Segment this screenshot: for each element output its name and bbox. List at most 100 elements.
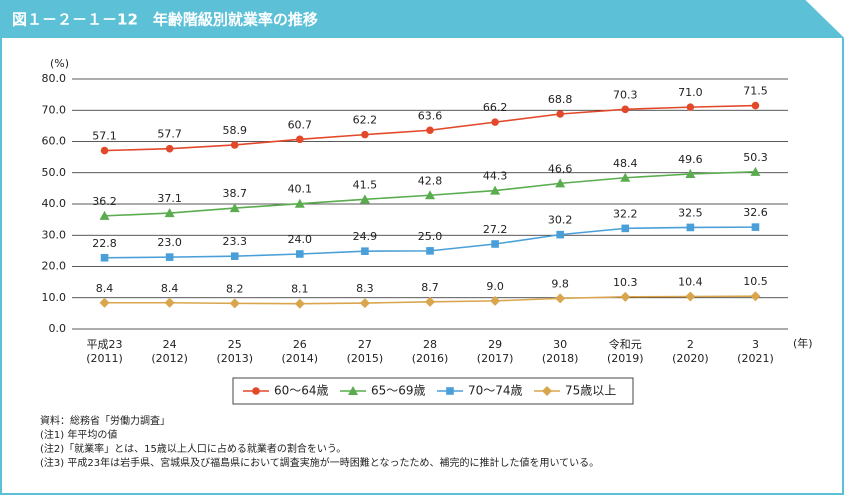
- x-tick-year: (2011): [86, 352, 123, 365]
- data-label: 10.3: [613, 276, 638, 289]
- marker: [100, 146, 109, 155]
- data-label: 8.4: [161, 282, 179, 295]
- marker: [750, 166, 761, 176]
- x-tick-label: 29: [488, 338, 502, 351]
- x-tick-label: 27: [358, 338, 372, 351]
- x-tick-year: (2021): [737, 352, 774, 365]
- data-label: 66.2: [483, 101, 508, 114]
- marker: [294, 298, 305, 309]
- marker: [555, 178, 566, 188]
- x-tick-year: (2014): [282, 352, 319, 365]
- x-unit: (年): [793, 336, 813, 350]
- data-label: 71.5: [743, 85, 768, 98]
- y-tick-label: 70.0: [42, 103, 67, 116]
- marker: [230, 141, 239, 149]
- data-label: 46.6: [548, 162, 573, 175]
- x-tick-year: (2012): [151, 352, 188, 365]
- data-label: 24.0: [288, 233, 313, 246]
- data-label: 8.2: [226, 282, 244, 295]
- data-label: 40.1: [288, 183, 313, 196]
- marker: [751, 223, 760, 231]
- legend-label: 65～69歳: [371, 384, 426, 398]
- y-tick-label: 40.0: [42, 197, 67, 210]
- x-tick-year: (2019): [607, 352, 644, 365]
- data-label: 8.4: [96, 282, 114, 295]
- data-label: 32.2: [613, 207, 638, 220]
- marker: [751, 101, 760, 110]
- data-label: 48.4: [613, 157, 638, 170]
- marker: [750, 291, 761, 302]
- y-unit: (%): [50, 57, 69, 70]
- x-tick-label: 2: [687, 338, 694, 351]
- marker: [542, 386, 552, 396]
- data-label: 9.0: [486, 280, 504, 293]
- data-label: 57.7: [157, 128, 182, 141]
- x-tick-label: 25: [228, 338, 242, 351]
- legend-label: 70～74歳: [468, 384, 523, 398]
- data-label: 25.0: [418, 230, 443, 243]
- marker: [621, 105, 630, 114]
- x-tick-year: (2013): [216, 352, 253, 365]
- y-tick-label: 20.0: [42, 260, 67, 273]
- marker: [425, 190, 435, 200]
- data-label: 27.2: [483, 223, 508, 236]
- x-tick-label: 30: [553, 338, 567, 351]
- x-tick-year: (2015): [347, 352, 384, 365]
- data-label: 8.7: [421, 281, 439, 294]
- data-label: 49.6: [678, 153, 703, 166]
- data-label: 23.0: [157, 236, 182, 249]
- data-label: 10.4: [678, 276, 703, 289]
- marker: [359, 194, 370, 204]
- marker: [99, 210, 110, 220]
- legend-box: [232, 377, 634, 405]
- marker: [348, 386, 358, 395]
- note: 資料：総務省「労働力調査」: [40, 414, 170, 427]
- note: (注2)「就業率」とは、15歳以上人口に占める就業者の割合をいう。: [40, 442, 346, 455]
- marker: [620, 172, 631, 182]
- data-label: 63.6: [418, 109, 443, 122]
- marker: [556, 110, 564, 118]
- data-label: 44.3: [483, 170, 508, 183]
- y-tick-label: 10.0: [42, 291, 67, 304]
- x-tick-year: (2020): [672, 352, 709, 365]
- marker: [425, 296, 435, 307]
- y-tick-label: 60.0: [42, 135, 67, 148]
- marker: [685, 169, 696, 178]
- marker: [99, 297, 110, 308]
- marker: [229, 203, 240, 213]
- marker: [685, 291, 696, 302]
- marker: [359, 298, 370, 309]
- marker: [491, 118, 499, 126]
- marker: [491, 240, 499, 248]
- marker: [229, 298, 240, 309]
- data-label: 8.3: [356, 282, 374, 295]
- x-tick-label: 26: [293, 338, 307, 351]
- marker: [620, 291, 631, 302]
- header-bar: [0, 0, 843, 38]
- data-label: 32.6: [743, 206, 768, 219]
- data-label: 60.7: [288, 118, 313, 131]
- marker: [490, 295, 501, 306]
- marker: [296, 135, 304, 144]
- data-label: 50.3: [743, 151, 768, 164]
- data-label: 32.5: [678, 206, 703, 219]
- data-label: 37.1: [157, 192, 182, 205]
- marker: [164, 208, 175, 218]
- marker: [490, 185, 501, 195]
- data-label: 57.1: [92, 130, 117, 143]
- marker: [686, 103, 695, 111]
- marker: [555, 293, 566, 304]
- marker: [164, 297, 175, 308]
- marker: [230, 252, 239, 260]
- chart-title: 図１－２－１－12 年齢階級別就業率の推移: [12, 11, 318, 29]
- data-label: 38.7: [222, 187, 247, 200]
- x-tick-label: 令和元: [609, 337, 642, 351]
- data-label: 30.2: [548, 214, 573, 227]
- marker: [361, 247, 369, 255]
- x-tick-year: (2017): [477, 352, 514, 365]
- note: (注3) 平成23年は岩手県、宮城県及び福島県において調査実施が一時困難となった…: [40, 456, 599, 469]
- marker: [426, 126, 434, 135]
- marker: [426, 247, 434, 255]
- marker: [165, 144, 174, 153]
- data-label: 42.8: [418, 174, 443, 187]
